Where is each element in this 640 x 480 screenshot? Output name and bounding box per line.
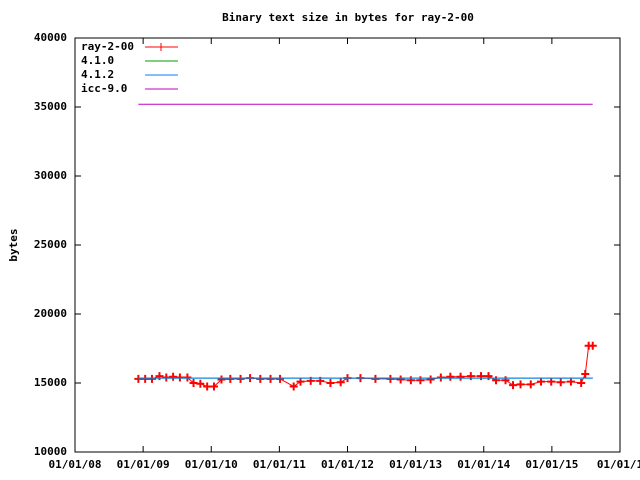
data-point [547,377,556,386]
data-point [326,379,335,387]
x-tick-label: 01/01/11 [253,458,306,471]
data-point [509,381,518,390]
data-point [526,380,535,389]
data-point [406,376,415,385]
x-tick-label: 01/01/13 [389,458,442,471]
data-point [577,379,586,387]
x-tick-label: 01/01/12 [321,458,374,471]
data-point [226,374,235,383]
data-point [516,380,525,389]
data-point [484,372,493,381]
data-point [147,374,156,383]
data-point [175,373,184,382]
data-point [477,372,486,381]
y-tick-label: 40000 [34,31,67,44]
x-tick-label: 01/01/08 [49,458,102,471]
data-point [556,378,565,387]
x-tick-label: 01/01/09 [117,458,170,471]
data-point [256,374,265,383]
y-tick-label: 30000 [34,169,67,182]
data-point [209,382,218,391]
data-point [217,375,226,384]
y-tick-label: 25000 [34,238,67,251]
data-point [162,373,171,382]
data-point [456,372,465,381]
legend-label: 4.1.0 [81,54,114,67]
legend-label: ray-2-00 [81,40,134,53]
data-point [386,374,395,383]
data-point [141,374,150,383]
legend-label: 4.1.2 [81,68,114,81]
data-point [466,372,475,381]
series-line [138,345,593,388]
data-point [581,370,590,379]
data-point [266,374,275,383]
data-point [169,372,178,381]
data-point [236,374,245,383]
data-point [426,375,435,384]
y-tick-label: 35000 [34,100,67,113]
data-point [183,373,192,382]
y-tick-label: 10000 [34,445,67,458]
data-point [446,372,455,381]
data-point [396,375,405,384]
data-point [588,341,597,350]
plot-border [74,37,621,453]
y-tick-label: 15000 [34,376,67,389]
y-tick-label: 20000 [34,307,67,320]
data-point [501,376,510,385]
y-axis-label: bytes [7,228,20,261]
legend-label: icc-9.0 [81,82,127,95]
data-point [436,373,445,382]
data-point [536,377,545,386]
legend-marker [157,43,165,51]
data-point [296,377,305,386]
data-point [196,379,205,388]
data-point [189,379,198,387]
x-tick-label: 01/01/14 [457,458,510,471]
data-point [134,374,143,383]
chart-title: Binary text size in bytes for ray-2-00 [222,11,474,24]
data-point [416,376,425,385]
data-point [336,378,345,387]
x-tick-label: 01/01/10 [185,458,238,471]
data-point [155,372,164,381]
x-tick-label: 01/01/15 [525,458,578,471]
data-point [492,376,501,385]
data-point [289,382,298,391]
data-point [203,382,212,391]
data-point [566,377,575,386]
x-tick-label: 01/01/1 [597,458,640,471]
data-point [276,374,285,383]
data-point [371,374,380,383]
